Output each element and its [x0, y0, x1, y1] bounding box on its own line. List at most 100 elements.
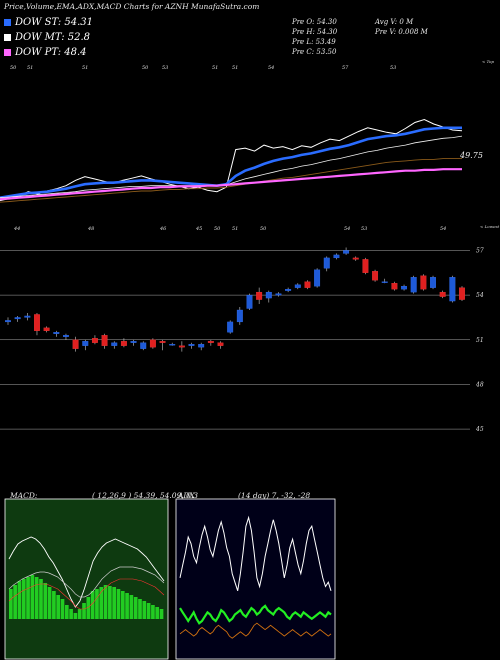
macd-histogram-bar — [108, 586, 112, 619]
candle-body — [246, 294, 253, 309]
legend-label-mt: DOW MT: 52.8 — [15, 32, 91, 43]
price-tick-label: 54 — [476, 292, 484, 299]
macd-title: MACD: — [10, 491, 38, 500]
ema-mt-line — [0, 135, 463, 199]
price-line — [0, 118, 463, 202]
bottom-tick-label: 54 — [344, 226, 350, 232]
bottom-tick-label: 46 — [159, 226, 167, 232]
top-tick-label: 57 — [342, 65, 349, 71]
macd-histogram-bar — [60, 599, 65, 619]
macd-signal-line — [8, 566, 165, 598]
top-tick-label: 50 — [142, 65, 149, 71]
candle-body — [323, 257, 330, 269]
candle-body — [381, 281, 388, 283]
ema-st-line — [0, 126, 462, 199]
macd-histogram-bar — [52, 591, 56, 619]
price-tick-label: 45 — [475, 426, 484, 433]
bottom-axis-label: < Lowest — [480, 224, 500, 229]
candle-body — [217, 342, 224, 346]
macd-histogram-bar — [146, 603, 151, 619]
last-value-label: 49.75 — [459, 151, 483, 160]
macd-histogram-bar — [77, 609, 82, 619]
price-tick-label: 51 — [476, 337, 484, 344]
candle-body — [5, 320, 11, 323]
di-minus-line — [179, 622, 332, 639]
macd-aux-line — [8, 578, 165, 610]
candle-body — [140, 342, 147, 349]
top-tick-label: 51 — [212, 65, 218, 71]
bottom-tick-label: 50 — [214, 226, 221, 232]
macd-histogram-bar — [120, 591, 125, 619]
candle-body — [275, 293, 282, 296]
macd-histogram-bar — [21, 579, 26, 619]
macd-histogram-bar — [13, 585, 17, 619]
volume-prev: Pre V: 0.008 M — [375, 28, 428, 36]
candle-body — [362, 259, 369, 273]
candle-body — [410, 277, 417, 293]
top-tick-label: 54 — [268, 65, 274, 71]
candle-body — [401, 286, 407, 290]
macd-histogram-bar — [95, 589, 99, 619]
macd-histogram-bar — [125, 593, 129, 619]
candle-body — [236, 309, 243, 323]
macd-histogram-bar — [43, 583, 48, 619]
legend-dow-pt: DOW PT: 48.4 — [4, 47, 87, 58]
candle-body — [430, 277, 436, 288]
candle-body — [188, 344, 195, 346]
ema-lt-line — [0, 158, 462, 203]
macd-histogram-bar — [155, 607, 160, 619]
legend-swatch-mt — [4, 34, 11, 41]
macd-histogram-bar — [82, 603, 86, 619]
price-tick-label: 57 — [476, 247, 484, 254]
legend-swatch-st — [4, 19, 11, 26]
di-plus-line — [179, 604, 332, 625]
candle-body — [53, 332, 60, 334]
candle-body — [294, 284, 301, 288]
candle-body — [198, 344, 205, 348]
candle-body — [420, 275, 427, 290]
top-tick-label: 53 — [162, 65, 168, 71]
candle-body — [304, 281, 311, 288]
bottom-tick-label: 51 — [232, 226, 238, 232]
candle-body — [178, 345, 185, 348]
legend-label-pt: DOW PT: 48.4 — [15, 47, 87, 58]
macd-histogram-bar — [133, 597, 138, 619]
candle-body — [343, 250, 350, 254]
macd-histogram-bar — [112, 587, 116, 619]
ohlc-high: Pre H: 54.30 — [292, 28, 338, 36]
macd-histogram-bar — [56, 595, 61, 619]
macd-histogram-bar — [64, 605, 69, 619]
top-tick-label: 53 — [390, 65, 396, 71]
ohlc-open: Pre O: 54.30 — [292, 18, 337, 26]
candle-body — [265, 291, 272, 299]
bottom-tick-label: 50 — [260, 226, 267, 232]
candle-body — [169, 344, 176, 346]
candle-body — [227, 321, 234, 333]
adx-title: ADX — [178, 491, 195, 500]
macd-histogram-bar — [129, 595, 134, 619]
candle-body — [149, 339, 156, 348]
legend-label-st: DOW ST: 54.31 — [15, 17, 94, 28]
candle-body — [285, 289, 292, 291]
ohlc-close: Pre C: 53.50 — [292, 48, 337, 56]
macd-histogram-bar — [159, 609, 164, 619]
adx-line — [179, 515, 332, 591]
top-tick-label: 51 — [232, 65, 238, 71]
candle-body — [333, 254, 340, 259]
candle-body — [391, 283, 398, 290]
macd-histogram-bar — [90, 591, 95, 619]
macd-histogram-bar — [138, 599, 142, 619]
macd-histogram-bar — [9, 589, 13, 619]
adx-panel — [175, 498, 336, 660]
candle-body — [372, 271, 379, 281]
candle-body — [159, 341, 166, 343]
macd-histogram-bar — [30, 575, 35, 619]
macd-histogram-bar — [39, 579, 43, 619]
macd-readout: ( 12,26,9 ) 54.39, 54.09, 0.3 — [92, 491, 199, 500]
candle-body — [256, 291, 263, 300]
macd-histogram-bar — [47, 587, 52, 619]
macd-histogram-bar — [151, 605, 155, 619]
top-tick-label: 51 — [82, 65, 88, 71]
macd-histogram-bar — [142, 601, 147, 619]
